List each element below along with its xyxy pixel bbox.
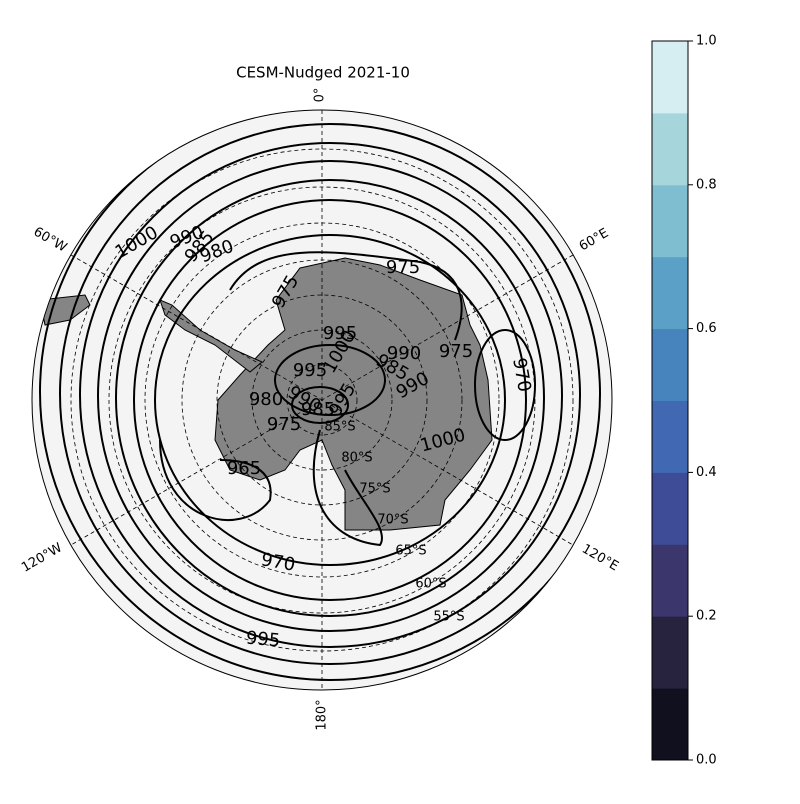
- lat-label: 70°S: [377, 513, 408, 528]
- lat-label: 80°S: [341, 451, 372, 466]
- contour-label: 975: [386, 257, 420, 278]
- antarctica: [214, 257, 493, 531]
- graticule: [70, 110, 574, 690]
- lat-label: 75°S: [359, 482, 390, 497]
- colorbar-tick-label: 0.2: [696, 609, 717, 624]
- colorbar-frame: [651, 40, 689, 761]
- contour-label: 990: [387, 343, 421, 364]
- lon-label: 180°: [315, 699, 330, 730]
- lat-label: 85°S: [324, 420, 355, 435]
- colorbar-band: [652, 688, 688, 761]
- colorbar-band: [652, 616, 688, 689]
- colorbar-tick-label: 0.0: [696, 753, 717, 768]
- map-frame: [31, 109, 613, 691]
- lon-label: 120°W: [19, 540, 65, 575]
- contour-label: 995: [293, 360, 327, 381]
- colorbar: 0.0 0.2 0.4 0.6 0.8 1.0: [651, 34, 717, 768]
- lat-label: 65°S: [395, 544, 426, 559]
- peninsula: [159, 299, 263, 373]
- lon-label: 120°E: [579, 542, 621, 575]
- map-body: [39, 110, 612, 690]
- colorbar-tick-label: 0.6: [696, 321, 717, 336]
- colorbar-tick-label: 0.4: [696, 465, 717, 480]
- colorbar-tick-label: 0.8: [696, 177, 717, 192]
- contour-label: 975: [439, 341, 473, 362]
- colorbar-band: [652, 328, 688, 401]
- contour-label: 995: [245, 628, 281, 652]
- contour-label: 975: [267, 414, 301, 435]
- colorbar-band: [652, 544, 688, 617]
- colorbar-band: [652, 472, 688, 545]
- lat-label: 60°S: [415, 577, 446, 592]
- lon-label: 60°E: [577, 226, 612, 255]
- lon-label: 60°W: [31, 225, 70, 256]
- contour-label: 980: [249, 389, 283, 410]
- lat-label: 55°S: [433, 610, 464, 625]
- colorbar-band: [652, 41, 688, 114]
- contour-label: 985: [301, 399, 335, 420]
- contour-label: 965: [227, 458, 261, 479]
- contour-label: 995: [323, 323, 357, 344]
- colorbar-band: [652, 256, 688, 330]
- colorbar-band: [652, 112, 688, 186]
- colorbar-band: [652, 184, 688, 258]
- title: CESM-Nudged 2021-10: [236, 64, 410, 82]
- colorbar-tick-label: 1.0: [696, 34, 717, 49]
- contours: [39, 110, 612, 681]
- colorbar-band: [652, 400, 688, 473]
- lon-label: 0°: [313, 88, 328, 103]
- lat-labels: 85°S 80°S 75°S 70°S 65°S 60°S 55°S: [324, 420, 464, 625]
